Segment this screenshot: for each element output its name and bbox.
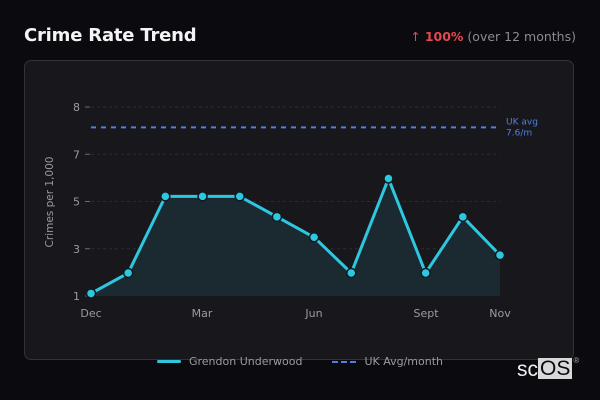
svg-text:Jun: Jun bbox=[304, 307, 322, 320]
data-point[interactable] bbox=[234, 191, 245, 202]
svg-text:1: 1 bbox=[73, 290, 80, 303]
chart-legend: Grendon Underwood UK Avg/month bbox=[0, 355, 600, 368]
registered-mark-icon: ® bbox=[573, 356, 580, 365]
legend-item-uk-avg[interactable]: UK Avg/month bbox=[332, 355, 443, 368]
legend-item-grendon[interactable]: Grendon Underwood bbox=[156, 355, 303, 368]
legend-label: UK Avg/month bbox=[364, 355, 443, 368]
data-point[interactable] bbox=[160, 191, 171, 202]
data-point[interactable] bbox=[346, 267, 357, 279]
legend-label: Grendon Underwood bbox=[188, 355, 303, 368]
data-point[interactable] bbox=[420, 267, 431, 279]
brand-prefix: sc bbox=[517, 358, 538, 381]
svg-text:8: 8 bbox=[73, 101, 80, 114]
data-point[interactable] bbox=[383, 173, 394, 184]
svg-text:UK avg: UK avg bbox=[506, 117, 538, 127]
svg-text:Sept: Sept bbox=[413, 307, 439, 320]
change-period: (over 12 months) bbox=[467, 29, 576, 44]
change-percent: 100% bbox=[424, 29, 464, 44]
data-point[interactable] bbox=[85, 288, 97, 299]
svg-text:Nov: Nov bbox=[489, 307, 511, 320]
svg-text:Mar: Mar bbox=[192, 307, 213, 320]
svg-text:7: 7 bbox=[73, 148, 80, 161]
arrow-up-icon: ↑ bbox=[410, 29, 421, 44]
dashed-line-swatch-icon bbox=[332, 360, 357, 363]
data-point[interactable] bbox=[122, 267, 134, 279]
data-point[interactable] bbox=[308, 232, 320, 243]
data-point[interactable] bbox=[494, 249, 506, 261]
svg-text:3: 3 bbox=[73, 243, 80, 256]
svg-text:5: 5 bbox=[73, 196, 80, 209]
svg-text:7.6/m: 7.6/m bbox=[506, 128, 532, 138]
svg-text:Crimes per 1,000: Crimes per 1,000 bbox=[44, 157, 56, 248]
data-point[interactable] bbox=[271, 211, 283, 223]
svg-text:Dec: Dec bbox=[80, 307, 101, 320]
data-point[interactable] bbox=[197, 191, 208, 202]
page-title: Crime Rate Trend bbox=[24, 25, 197, 46]
data-point[interactable] bbox=[457, 211, 469, 223]
brand-highlight: OS bbox=[538, 357, 573, 380]
brand-logo: sc OS ® bbox=[517, 356, 580, 382]
change-indicator: ↑ 100% (over 12 months) bbox=[410, 29, 576, 44]
chart-card bbox=[24, 60, 574, 360]
solid-line-swatch-icon bbox=[156, 360, 181, 363]
